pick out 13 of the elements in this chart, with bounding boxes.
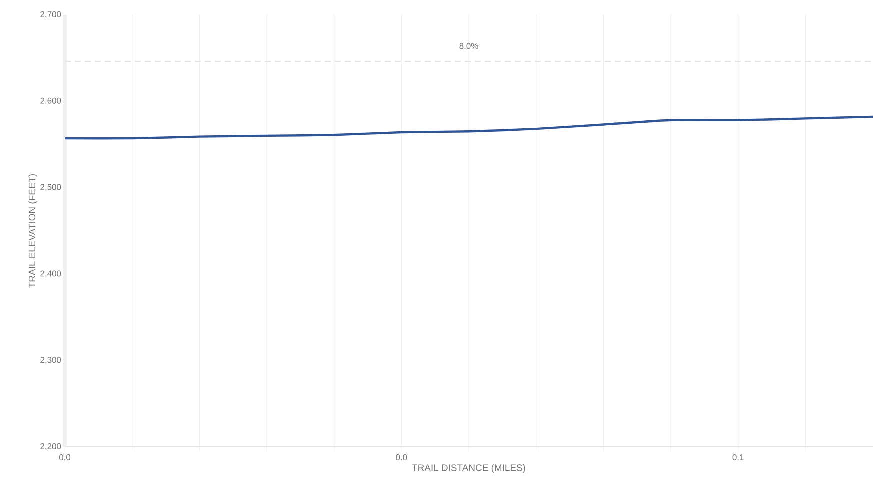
y-tick-label: 2,700 <box>40 12 62 18</box>
x-tick-label: 0.1 <box>732 454 744 461</box>
line-series <box>64 116 873 140</box>
y-tick-label: 2,500 <box>40 184 62 192</box>
y-tick-label: 2,200 <box>40 444 62 450</box>
x-axis-title: TRAIL DISTANCE (MILES) <box>412 464 526 474</box>
y-tick-label: 2,400 <box>40 270 62 278</box>
y-tick-label: 2,600 <box>40 98 62 105</box>
x-tick-label: 0.0 <box>59 454 71 461</box>
x-tick-label: 0.0 <box>396 454 408 461</box>
annotation: 8.0% <box>460 43 478 50</box>
y-tick-label: 2,300 <box>40 357 62 364</box>
y-axis-title: TRAIL ELEVATION (FEET) <box>28 174 38 288</box>
